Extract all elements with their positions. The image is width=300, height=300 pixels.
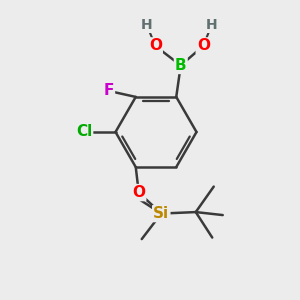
Text: O: O [149,38,162,53]
Text: O: O [197,38,210,53]
Text: B: B [175,58,187,73]
Text: H: H [206,18,218,32]
Text: Cl: Cl [76,124,92,140]
Text: F: F [103,83,114,98]
Text: O: O [132,185,145,200]
Text: H: H [141,18,153,32]
Text: Si: Si [153,206,169,221]
